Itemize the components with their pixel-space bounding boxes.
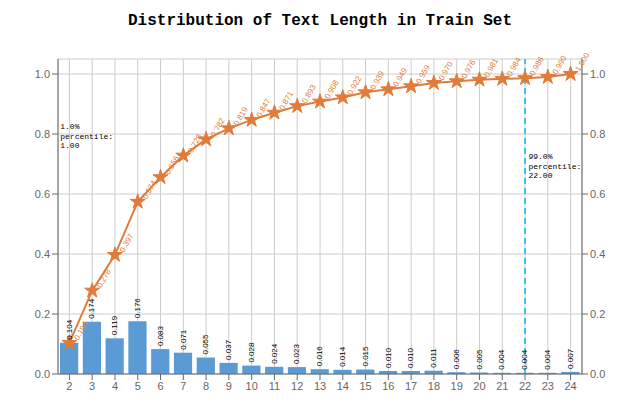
svg-text:0.981: 0.981 [482, 56, 500, 78]
svg-text:0.976: 0.976 [460, 58, 478, 80]
svg-text:0.278: 0.278 [95, 267, 113, 289]
svg-text:15: 15 [359, 380, 371, 392]
svg-text:99.0%percentile:22.00: 99.0%percentile:22.00 [528, 152, 581, 180]
html-text:Distribution of Text Length in: Distribution of Text Length in Train Set [128, 12, 512, 30]
svg-text:0.782: 0.782 [209, 116, 227, 138]
svg-text:1.0%percentile:1.00: 1.0%percentile:1.00 [60, 122, 113, 150]
svg-text:10: 10 [246, 380, 258, 392]
svg-text:0.004: 0.004 [520, 349, 529, 370]
svg-text:22: 22 [519, 380, 531, 392]
svg-text:20: 20 [473, 380, 485, 392]
svg-text:24: 24 [564, 380, 576, 392]
svg-text:0.007: 0.007 [566, 348, 575, 369]
svg-text:0.819: 0.819 [232, 105, 250, 127]
svg-text:11: 11 [269, 380, 280, 392]
svg-text:0.024: 0.024 [270, 343, 279, 364]
svg-text:0.656: 0.656 [163, 154, 181, 176]
svg-text:0.959: 0.959 [414, 63, 432, 85]
svg-text:0.083: 0.083 [156, 326, 165, 347]
svg-text:1.0: 1.0 [590, 68, 605, 80]
svg-text:0.908: 0.908 [323, 78, 341, 100]
svg-text:0.004: 0.004 [497, 349, 506, 370]
svg-text:0.119: 0.119 [110, 315, 119, 335]
svg-text:0.037: 0.037 [224, 339, 233, 360]
svg-text:0.104: 0.104 [72, 319, 90, 341]
svg-text:0.4: 0.4 [35, 248, 50, 260]
svg-text:0.893: 0.893 [300, 83, 318, 105]
svg-text:0.0: 0.0 [35, 368, 50, 380]
svg-text:0.010: 0.010 [384, 347, 393, 368]
svg-text:0.011: 0.011 [429, 348, 438, 368]
svg-text:0.004: 0.004 [543, 349, 552, 370]
svg-text:0.847: 0.847 [255, 97, 273, 119]
svg-text:0.016: 0.016 [315, 346, 324, 367]
svg-text:1.000: 1.000 [574, 51, 592, 73]
svg-text:18: 18 [428, 380, 440, 392]
svg-text:23: 23 [542, 380, 554, 392]
svg-text:0.970: 0.970 [437, 60, 455, 82]
svg-text:0.8: 0.8 [590, 128, 605, 140]
svg-text:0.071: 0.071 [179, 329, 188, 350]
svg-text:6: 6 [157, 380, 163, 392]
svg-text:0.990: 0.990 [551, 54, 569, 76]
svg-text:0.014: 0.014 [338, 346, 347, 367]
svg-text:21: 21 [496, 380, 508, 392]
svg-text:0.6: 0.6 [35, 188, 50, 200]
svg-text:0.574: 0.574 [141, 178, 159, 200]
svg-text:12: 12 [291, 380, 303, 392]
svg-text:0.984: 0.984 [505, 55, 523, 77]
svg-text:0.174: 0.174 [87, 298, 96, 319]
svg-text:13: 13 [314, 380, 326, 392]
svg-text:0.8: 0.8 [35, 128, 50, 140]
svg-text:17: 17 [405, 380, 417, 392]
svg-text:8: 8 [203, 380, 209, 392]
svg-text:0.871: 0.871 [277, 89, 295, 111]
svg-text:16: 16 [382, 380, 394, 392]
svg-text:7: 7 [180, 380, 186, 392]
svg-text:0.176: 0.176 [133, 298, 142, 319]
svg-text:0.939: 0.939 [369, 69, 387, 91]
svg-text:19: 19 [451, 380, 463, 392]
svg-text:0.0: 0.0 [590, 368, 605, 380]
svg-text:3: 3 [89, 380, 95, 392]
svg-text:0.397: 0.397 [118, 232, 136, 254]
svg-text:0.2: 0.2 [590, 308, 605, 320]
svg-text:0.104: 0.104 [64, 319, 74, 340]
svg-text:0.010: 0.010 [406, 347, 415, 368]
svg-text:0.6: 0.6 [590, 188, 605, 200]
svg-text:14: 14 [337, 380, 349, 392]
svg-text:0.922: 0.922 [346, 74, 364, 96]
svg-text:9: 9 [226, 380, 232, 392]
svg-text:0.006: 0.006 [452, 349, 461, 370]
svg-text:0.2: 0.2 [35, 308, 50, 320]
svg-text:0.028: 0.028 [247, 342, 256, 363]
svg-text:0.055: 0.055 [201, 334, 210, 355]
svg-text:0.015: 0.015 [361, 346, 370, 367]
svg-text:0.4: 0.4 [590, 248, 605, 260]
svg-text:0.005: 0.005 [475, 349, 484, 370]
svg-text:1.0: 1.0 [35, 68, 50, 80]
svg-text:0.986: 0.986 [528, 55, 546, 77]
svg-text:0.728: 0.728 [186, 132, 204, 154]
svg-text:4: 4 [112, 380, 118, 392]
svg-text:0.949: 0.949 [391, 66, 409, 88]
svg-text:0.023: 0.023 [292, 344, 301, 365]
svg-text:2: 2 [66, 380, 72, 392]
svg-text:5: 5 [135, 380, 141, 392]
